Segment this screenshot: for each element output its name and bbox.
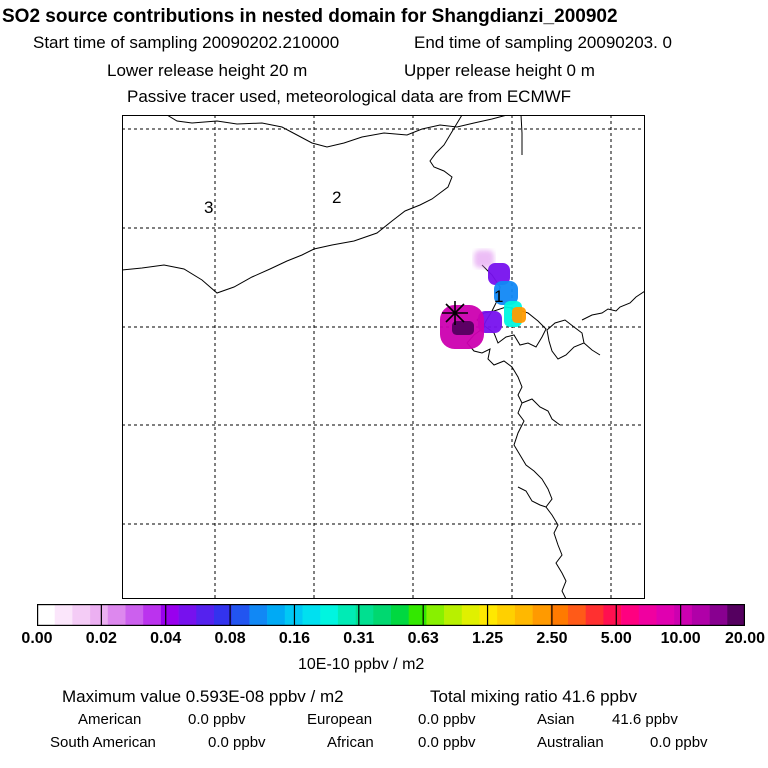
colorbar-swatch xyxy=(72,604,91,626)
colorbar-swatch xyxy=(674,604,693,626)
colorbar-swatch xyxy=(284,604,303,626)
source-marker xyxy=(442,301,468,325)
region-label-3: 3 xyxy=(204,198,213,217)
colorbar-tick-label: 0.00 xyxy=(21,630,53,647)
max-value-text: Maximum value 0.593E-08 ppbv / m2 xyxy=(62,687,344,706)
colorbar-swatch xyxy=(568,604,586,626)
colorbar-frame xyxy=(37,604,745,626)
colorbar-swatch xyxy=(691,604,710,626)
colorbar-tick-label: 5.00 xyxy=(600,630,632,647)
upper-release-text: Upper release height 0 m xyxy=(404,61,595,80)
plume-cell xyxy=(488,263,510,285)
colorbar-swatch xyxy=(444,604,463,626)
region-value-asian: 41.6 ppbv xyxy=(612,711,678,728)
region-name-african: African xyxy=(327,734,374,751)
colorbar-swatch xyxy=(178,604,197,626)
region-value-south-american: 0.0 ppbv xyxy=(208,734,266,751)
colorbar-swatch xyxy=(125,604,144,626)
colorbar-swatch xyxy=(585,604,604,626)
region-name-south-american: South American xyxy=(50,734,156,751)
colorbar-tick-label: 0.04 xyxy=(150,630,182,647)
colorbar-swatch xyxy=(709,604,728,626)
colorbar-swatch xyxy=(90,604,109,626)
colorbar-swatch xyxy=(249,604,268,626)
colorbar-swatch xyxy=(267,604,286,626)
colorbar-swatch xyxy=(143,604,162,626)
colorbar-tick-label: 10.00 xyxy=(660,630,701,647)
colorbar-swatch xyxy=(37,604,55,626)
plume-cell xyxy=(474,250,494,268)
colorbar-tick-label: 1.25 xyxy=(471,630,504,647)
colorbar-tick-label: 20.00 xyxy=(724,630,766,647)
tracer-note-text: Passive tracer used, meteorological data… xyxy=(127,87,572,106)
colorbar-tick-label: 0.02 xyxy=(85,630,117,647)
region-name-asian: Asian xyxy=(537,711,575,728)
colorbar-swatch xyxy=(656,604,675,626)
region-label-1: 1 xyxy=(494,287,503,306)
colorbar-swatch xyxy=(231,604,250,626)
colorbar-swatch xyxy=(638,604,657,626)
plume-layer xyxy=(440,250,526,349)
colorbar-swatch xyxy=(426,604,445,626)
map-plot: 3 2 1 xyxy=(122,115,645,599)
colorbar-swatch xyxy=(337,604,356,626)
colorbar xyxy=(37,604,745,626)
colorbar-swatch xyxy=(621,604,640,626)
map-borders xyxy=(122,115,645,599)
region-value-american: 0.0 ppbv xyxy=(188,711,246,728)
map-gridlines xyxy=(122,115,645,599)
colorbar-unit-label: 10E-10 ppbv / m2 xyxy=(298,656,425,673)
colorbar-swatch xyxy=(550,604,569,626)
colorbar-swatch xyxy=(54,604,73,626)
colorbar-swatch xyxy=(302,604,321,626)
lower-release-text: Lower release height 20 m xyxy=(107,61,308,80)
colorbar-tick-label: 0.63 xyxy=(407,630,439,647)
colorbar-tick-label: 0.08 xyxy=(214,630,246,647)
colorbar-swatch xyxy=(603,604,622,626)
total-mixing-text: Total mixing ratio 41.6 ppbv xyxy=(430,687,637,706)
colorbar-swatch xyxy=(391,604,409,626)
colorbar-swatch xyxy=(727,604,745,626)
colorbar-swatch xyxy=(373,604,392,626)
region-label-2: 2 xyxy=(332,188,341,207)
region-name-european: European xyxy=(307,711,373,728)
colorbar-tick-label: 2.50 xyxy=(536,630,568,647)
colorbar-swatch xyxy=(196,604,215,626)
region-name-australian: Australian xyxy=(537,734,604,751)
region-name-american: American xyxy=(78,711,142,728)
colorbar-swatch xyxy=(461,604,480,626)
plume-cell xyxy=(494,281,518,305)
colorbar-swatch xyxy=(532,604,551,626)
colorbar-swatch xyxy=(497,604,516,626)
map-frame xyxy=(122,115,645,599)
end-time-text: End time of sampling 20090203. 0 xyxy=(414,33,673,52)
chart-title: SO2 source contributions in nested domai… xyxy=(2,6,618,27)
colorbar-swatch xyxy=(514,604,533,626)
plume-cell xyxy=(452,321,474,335)
start-time-text: Start time of sampling 20090202.210000 xyxy=(33,33,340,52)
colorbar-tick-label: 0.16 xyxy=(278,630,311,647)
plume-cell xyxy=(512,307,526,323)
colorbar-swatch xyxy=(320,604,339,626)
colorbar-swatch xyxy=(160,604,179,626)
colorbar-swatch xyxy=(408,604,427,626)
region-value-african: 0.0 ppbv xyxy=(418,734,476,751)
colorbar-swatch xyxy=(479,604,498,626)
colorbar-swatch xyxy=(355,604,374,626)
colorbar-swatch xyxy=(107,604,126,626)
colorbar-tick-label: 0.31 xyxy=(343,630,375,647)
region-value-european: 0.0 ppbv xyxy=(418,711,476,728)
region-value-australian: 0.0 ppbv xyxy=(650,734,708,751)
colorbar-swatch xyxy=(214,604,232,626)
